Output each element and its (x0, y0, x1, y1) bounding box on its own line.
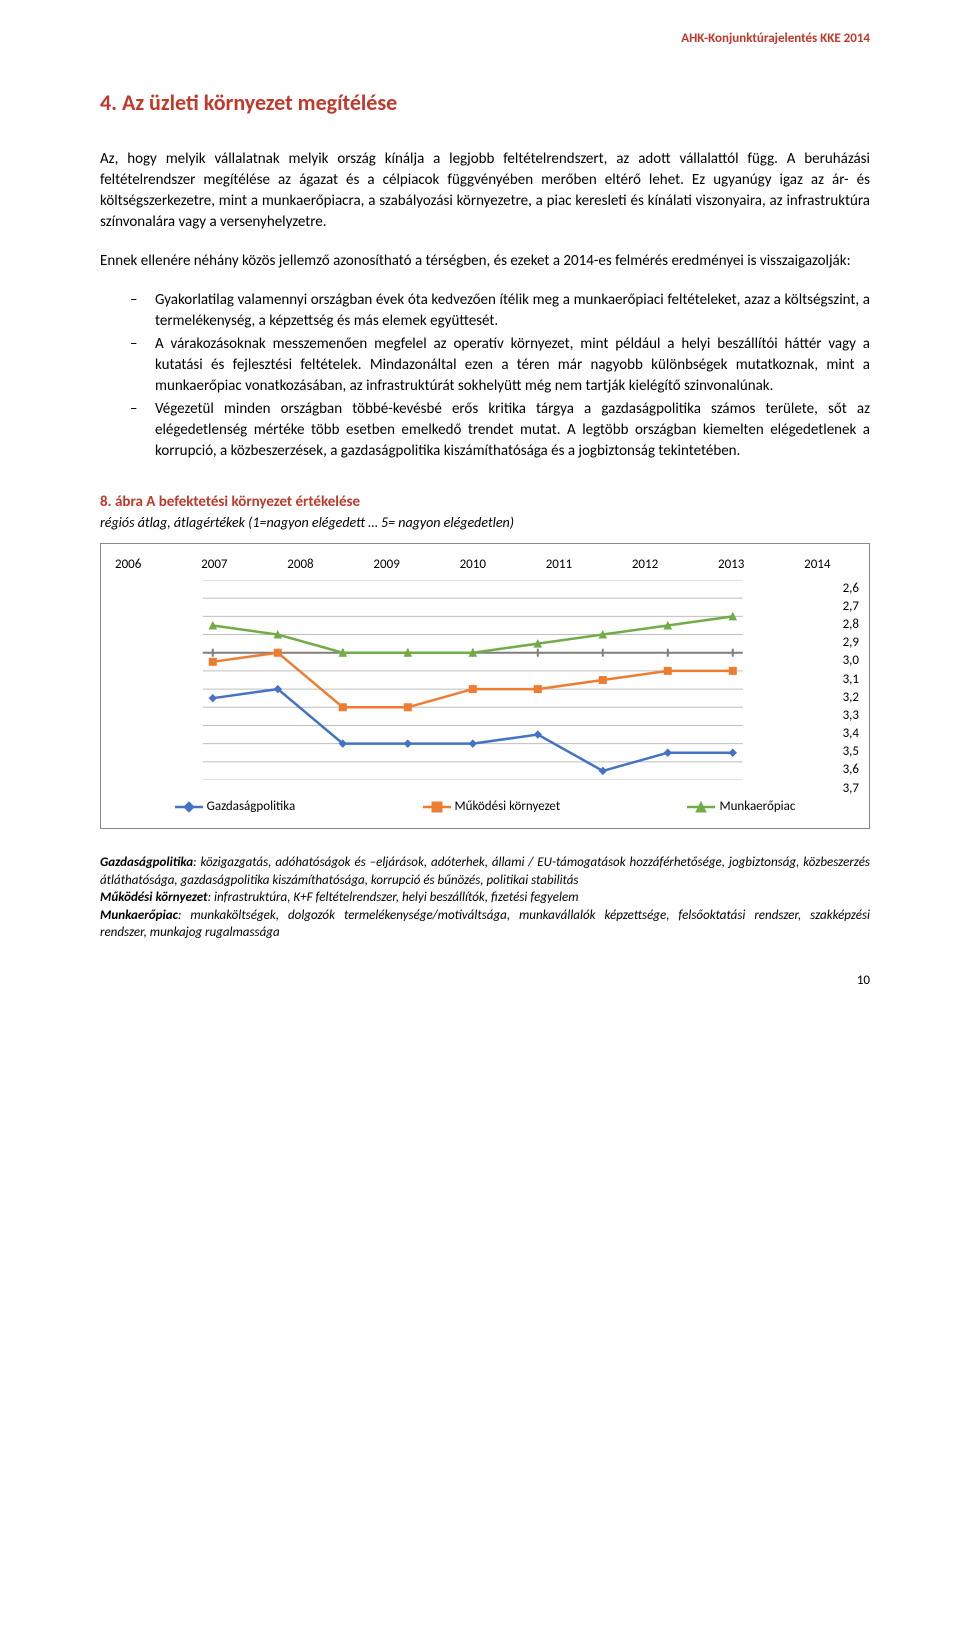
y-axis-label: 3,6 (843, 761, 859, 779)
x-axis-label: 2006 (115, 556, 141, 574)
list-item: A várakozásoknak messzemenően megfelel a… (130, 334, 870, 397)
x-axis-label: 2009 (373, 556, 399, 574)
section-heading: 4. Az üzleti környezet megítélése (100, 88, 870, 119)
y-axis-label: 2,8 (843, 616, 859, 634)
footnote-text: : munkaköltségek, dolgozók termelékenysé… (100, 908, 870, 941)
figure-title: 8. ábra A befektetési környezet értékelé… (100, 492, 870, 513)
x-axis-label: 2012 (632, 556, 658, 574)
footnote-label: Gazdaságpolitika (100, 855, 193, 870)
y-axis-label: 2,7 (843, 598, 859, 616)
x-axis-label: 2013 (718, 556, 744, 574)
document-header: AHK-Konjunktúrajelentés KKE 2014 (100, 30, 870, 48)
y-axis-label: 3,3 (843, 707, 859, 725)
y-axis-label: 3,1 (843, 671, 859, 689)
x-axis-label: 2010 (460, 556, 486, 574)
legend-label: Működési környezet (455, 798, 561, 816)
y-axis-label: 3,0 (843, 652, 859, 670)
triangle-marker-icon (687, 800, 715, 814)
x-axis-label: 2014 (804, 556, 830, 574)
y-axis-label: 2,9 (843, 634, 859, 652)
footnote-text: : közigazgatás, adóhatóságok és –eljárás… (100, 855, 870, 888)
footnote-text: : infrastruktúra, K+F feltételrendszer, … (208, 890, 579, 905)
x-axis-label: 2008 (287, 556, 313, 574)
square-marker-icon (423, 800, 451, 814)
bullet-list: Gyakorlatilag valamennyi országban évek … (130, 290, 870, 462)
x-axis-label: 2011 (546, 556, 572, 574)
y-axis-label: 3,5 (843, 743, 859, 761)
figure-footnotes: Gazdaságpolitika: közigazgatás, adóhatós… (100, 854, 870, 942)
legend-item: Munkaerőpiac (687, 798, 795, 816)
legend-label: Munkaerőpiac (719, 798, 795, 816)
legend-label: Gazdaságpolitika (207, 798, 296, 816)
chart-plot: 2006 2007 2008 2009 2010 2011 2012 2013 2014 (111, 556, 835, 780)
chart-container: 2006 2007 2008 2009 2010 2011 2012 2013 2014 2,6… (100, 543, 870, 829)
legend-item: Gazdaságpolitika (175, 798, 296, 816)
x-axis-label: 2007 (201, 556, 227, 574)
y-axis-label: 3,2 (843, 689, 859, 707)
body-paragraph: Ennek ellenére néhány közös jellemző azo… (100, 251, 870, 272)
legend-item: Működési környezet (423, 798, 561, 816)
y-axis-label: 2,6 (843, 580, 859, 598)
page-number: 10 (100, 972, 870, 990)
y-axis-labels: 2,62,72,82,93,03,13,23,33,43,53,63,7 (835, 580, 859, 780)
diamond-marker-icon (175, 800, 203, 814)
y-axis-label: 3,4 (843, 725, 859, 743)
footnote-label: Működési környezet (100, 890, 208, 905)
list-item: Gyakorlatilag valamennyi országban évek … (130, 290, 870, 332)
line-chart (111, 580, 835, 780)
footnote-label: Munkaerőpiac (100, 908, 178, 923)
y-axis-label: 3,7 (843, 780, 859, 798)
list-item: Végezetül minden országban többé-kevésbé… (130, 399, 870, 462)
chart-legend: Gazdaságpolitika Működési környezet Munkae… (111, 798, 859, 816)
figure-subtitle: régiós átlag, átlagértékek (1=nagyon elé… (100, 513, 870, 533)
body-paragraph: Az, hogy melyik vállalatnak melyik orszá… (100, 149, 870, 233)
